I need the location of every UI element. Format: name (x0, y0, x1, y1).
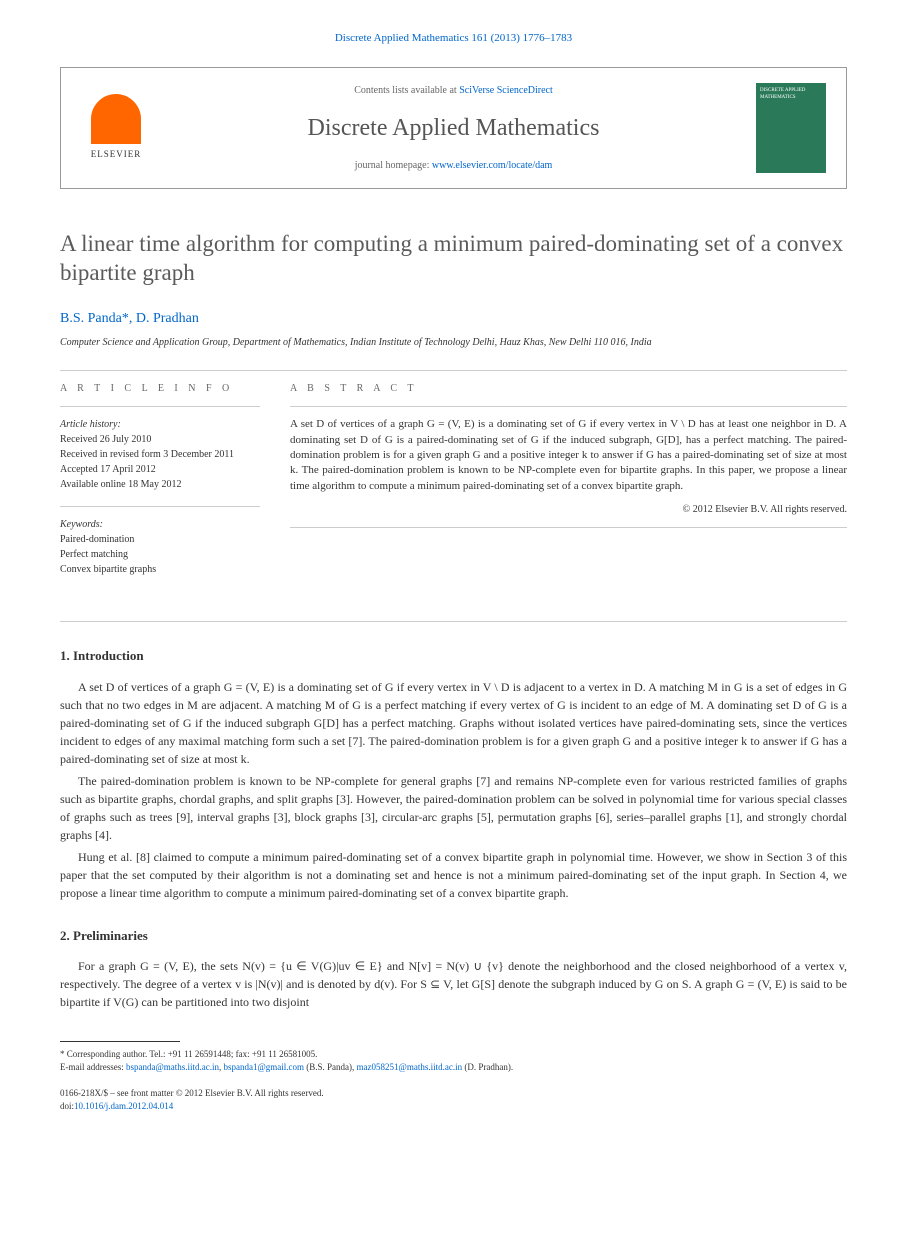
journal-reference: Discrete Applied Mathematics 161 (2013) … (60, 30, 847, 47)
intro-paragraph-1: A set D of vertices of a graph G = (V, E… (60, 678, 847, 768)
history-item: Received in revised form 3 December 2011 (60, 447, 260, 462)
keyword: Paired-domination (60, 532, 260, 547)
section-1-heading: 1. Introduction (60, 646, 847, 666)
email-footnote: E-mail addresses: bspanda@maths.iitd.ac.… (60, 1061, 847, 1074)
article-info-heading: A R T I C L E I N F O (60, 381, 260, 396)
intro-paragraph-2: The paired-domination problem is known t… (60, 772, 847, 844)
cover-text: DISCRETE APPLIED MATHEMATICS (760, 87, 822, 102)
divider (290, 527, 847, 528)
email-link-3[interactable]: maz058251@maths.iitd.ac.in (357, 1062, 463, 1072)
prelim-paragraph-1: For a graph G = (V, E), the sets N(v) = … (60, 957, 847, 1011)
elsevier-logo[interactable]: ELSEVIER (81, 88, 151, 168)
homepage-link[interactable]: www.elsevier.com/locate/dam (432, 160, 552, 171)
keywords-section: Keywords: Paired-domination Perfect matc… (60, 517, 260, 577)
divider (60, 621, 847, 622)
footnote-separator (60, 1041, 180, 1042)
history-item: Accepted 17 April 2012 (60, 462, 260, 477)
footer-line-1: 0166-218X/$ – see front matter © 2012 El… (60, 1087, 847, 1100)
elsevier-tree-icon (91, 94, 141, 144)
divider (290, 406, 847, 407)
abstract-column: A B S T R A C T A set D of vertices of a… (290, 381, 847, 591)
article-history: Article history: Received 26 July 2010 R… (60, 417, 260, 492)
homepage-line: journal homepage: www.elsevier.com/locat… (171, 158, 736, 173)
journal-name: Discrete Applied Mathematics (171, 110, 736, 146)
email-link-2[interactable]: bspanda1@gmail.com (224, 1062, 305, 1072)
divider (60, 406, 260, 407)
page-footer: 0166-218X/$ – see front matter © 2012 El… (60, 1087, 847, 1112)
email-label: E-mail addresses: (60, 1062, 126, 1072)
article-title: A linear time algorithm for computing a … (60, 229, 847, 289)
history-item: Received 26 July 2010 (60, 432, 260, 447)
email-link-1[interactable]: bspanda@maths.iitd.ac.in (126, 1062, 219, 1072)
email-after-2: (B.S. Panda), (304, 1062, 357, 1072)
history-item: Available online 18 May 2012 (60, 477, 260, 492)
keyword: Convex bipartite graphs (60, 562, 260, 577)
contents-prefix: Contents lists available at (354, 85, 459, 96)
doi-label: doi: (60, 1101, 74, 1111)
affiliation: Computer Science and Application Group, … (60, 335, 847, 350)
doi-link[interactable]: 10.1016/j.dam.2012.04.014 (74, 1101, 173, 1111)
email-after-3: (D. Pradhan). (462, 1062, 513, 1072)
divider (60, 506, 260, 507)
abstract-text: A set D of vertices of a graph G = (V, E… (290, 417, 847, 494)
footer-doi-line: doi:10.1016/j.dam.2012.04.014 (60, 1100, 847, 1113)
history-label: Article history: (60, 417, 260, 432)
journal-cover-thumbnail[interactable]: DISCRETE APPLIED MATHEMATICS (756, 83, 826, 173)
keywords-label: Keywords: (60, 517, 260, 532)
keyword: Perfect matching (60, 547, 260, 562)
header-center: Contents lists available at SciVerse Sci… (171, 83, 736, 173)
divider (60, 370, 847, 371)
corresponding-author-footnote: * Corresponding author. Tel.: +91 11 265… (60, 1048, 847, 1061)
elsevier-label: ELSEVIER (91, 148, 142, 162)
abstract-heading: A B S T R A C T (290, 381, 847, 396)
abstract-copyright: © 2012 Elsevier B.V. All rights reserved… (290, 502, 847, 517)
info-abstract-row: A R T I C L E I N F O Article history: R… (60, 381, 847, 591)
contents-line: Contents lists available at SciVerse Sci… (171, 83, 736, 98)
intro-paragraph-3: Hung et al. [8] claimed to compute a min… (60, 848, 847, 902)
article-info-column: A R T I C L E I N F O Article history: R… (60, 381, 260, 591)
authors: B.S. Panda*, D. Pradhan (60, 308, 847, 329)
homepage-prefix: journal homepage: (355, 160, 432, 171)
journal-header: ELSEVIER Contents lists available at Sci… (60, 67, 847, 189)
sciencedirect-link[interactable]: SciVerse ScienceDirect (459, 85, 553, 96)
section-2-heading: 2. Preliminaries (60, 926, 847, 946)
